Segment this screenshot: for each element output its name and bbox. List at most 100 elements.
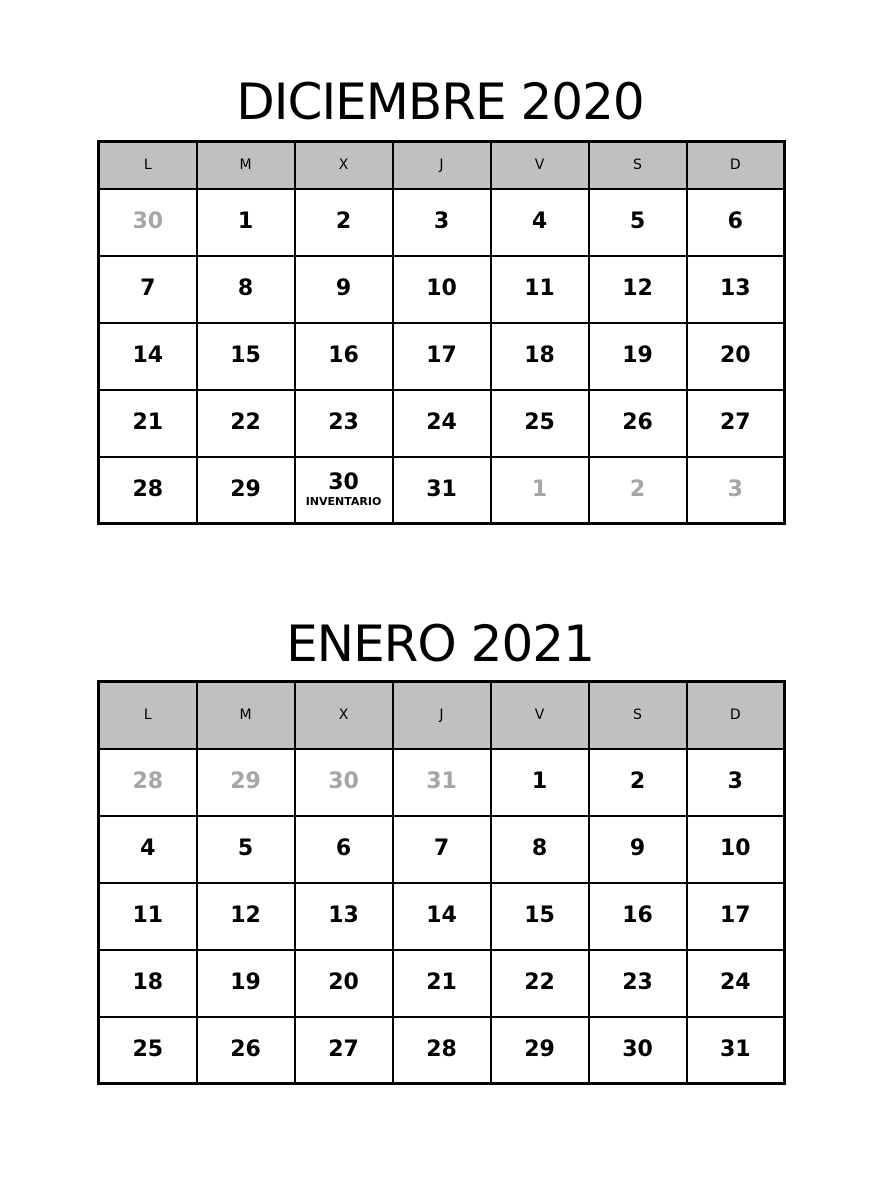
- day-number: 29: [230, 476, 261, 502]
- day-cell: 9: [293, 254, 394, 324]
- day-cell: 6: [293, 814, 394, 884]
- day-number: 8: [531, 836, 548, 861]
- day-cell: 28: [391, 1015, 492, 1085]
- day-cell: 3: [685, 747, 786, 817]
- day-number: 18: [132, 970, 164, 995]
- day-number: 5: [237, 836, 254, 861]
- day-number: 31: [426, 769, 457, 794]
- week-row: 7 8 9 10 11 12 13: [97, 254, 786, 324]
- day-cell: 25: [489, 388, 590, 458]
- day-cell: 11: [489, 254, 590, 324]
- week-row: 28 29 30 INVENTARIO 31 1 2 3: [97, 455, 786, 525]
- day-cell: 4: [97, 814, 198, 884]
- day-number: 12: [622, 276, 653, 301]
- day-number: 24: [426, 410, 457, 435]
- day-cell: 26: [587, 388, 688, 458]
- day-number: 6: [335, 836, 352, 861]
- day-number: 20: [719, 343, 751, 368]
- day-number: 22: [230, 410, 261, 435]
- calendar-title-december: DICIEMBRE 2020: [236, 73, 644, 131]
- week-row: 25 26 27 28 29 30 31: [97, 1015, 786, 1085]
- day-cell: 19: [195, 948, 296, 1018]
- day-number: 7: [433, 836, 450, 861]
- day-number: 1: [531, 476, 548, 502]
- day-cell: 3: [391, 187, 492, 257]
- day-cell: 2: [587, 455, 688, 525]
- day-number: 9: [629, 836, 646, 861]
- day-cell: 1: [489, 455, 590, 525]
- day-number: 24: [719, 970, 751, 995]
- weekday-header: X: [293, 140, 394, 190]
- day-number: 2: [335, 209, 352, 234]
- week-row: 21 22 23 24 25 26 27: [97, 388, 786, 458]
- weekday-header: V: [489, 140, 590, 190]
- day-cell: 28: [97, 455, 198, 525]
- calendar-title-january: ENERO 2021: [286, 615, 595, 673]
- day-cell: 28: [97, 747, 198, 817]
- weekday-header: X: [293, 680, 394, 750]
- day-number: 10: [719, 836, 751, 861]
- day-cell: 21: [391, 948, 492, 1018]
- day-number: 29: [524, 1036, 555, 1062]
- day-number: 21: [132, 410, 164, 435]
- day-number: 14: [132, 343, 164, 368]
- day-number: 19: [230, 970, 261, 995]
- day-number: 17: [719, 903, 751, 928]
- day-cell: 15: [489, 881, 590, 951]
- day-number: 26: [230, 1036, 261, 1062]
- day-number: 23: [622, 970, 653, 995]
- day-number: 5: [629, 209, 646, 234]
- day-cell: 30: [587, 1015, 688, 1085]
- weekday-header: J: [391, 680, 492, 750]
- day-number: 25: [524, 410, 555, 435]
- day-number: 13: [328, 903, 359, 928]
- day-cell: 24: [685, 948, 786, 1018]
- day-number: 14: [426, 903, 457, 928]
- day-number: 1: [531, 769, 548, 794]
- day-cell: 12: [195, 881, 296, 951]
- day-number: 30: [328, 769, 359, 794]
- day-number: 16: [328, 343, 359, 368]
- calendar-table-december: L M X J V S D 30 1 2 3 4 5 6 7 8 9 10 11 12 13 14 15 16 17 18 19 20…: [97, 140, 786, 525]
- week-row: 11 12 13 14 15 16 17: [97, 881, 786, 951]
- day-number: 13: [719, 276, 751, 301]
- day-cell: 27: [293, 1015, 394, 1085]
- day-number: 3: [727, 769, 743, 794]
- day-cell: 3: [685, 455, 786, 525]
- weekday-header: D: [685, 140, 786, 190]
- day-number: 30: [328, 470, 359, 496]
- day-cell: 10: [391, 254, 492, 324]
- day-cell: 25: [97, 1015, 198, 1085]
- day-number: 19: [622, 343, 653, 368]
- day-cell: 26: [195, 1015, 296, 1085]
- week-row: 14 15 16 17 18 19 20: [97, 321, 786, 391]
- day-number: 20: [328, 970, 359, 995]
- day-number: 1: [237, 209, 254, 234]
- day-number: 17: [426, 343, 457, 368]
- day-cell: 27: [685, 388, 786, 458]
- day-cell: 29: [489, 1015, 590, 1085]
- week-row: 4 5 6 7 8 9 10: [97, 814, 786, 884]
- day-cell: 16: [293, 321, 394, 391]
- day-cell: 31: [391, 747, 492, 817]
- day-number: 11: [524, 276, 555, 301]
- day-number: 2: [629, 476, 646, 502]
- day-number: 25: [132, 1036, 164, 1062]
- day-number: 30: [622, 1036, 653, 1062]
- weekday-header: L: [97, 680, 198, 750]
- day-cell: 18: [97, 948, 198, 1018]
- weekday-header: L: [97, 140, 198, 190]
- day-cell: 22: [195, 388, 296, 458]
- day-cell: 1: [195, 187, 296, 257]
- day-cell: 5: [587, 187, 688, 257]
- day-cell: 14: [97, 321, 198, 391]
- day-cell: 13: [685, 254, 786, 324]
- day-cell: 10: [685, 814, 786, 884]
- day-cell: 2: [293, 187, 394, 257]
- day-number: 4: [140, 836, 156, 861]
- day-number: 3: [727, 476, 743, 502]
- day-cell: 17: [685, 881, 786, 951]
- day-number: 16: [622, 903, 653, 928]
- weekday-header: D: [685, 680, 786, 750]
